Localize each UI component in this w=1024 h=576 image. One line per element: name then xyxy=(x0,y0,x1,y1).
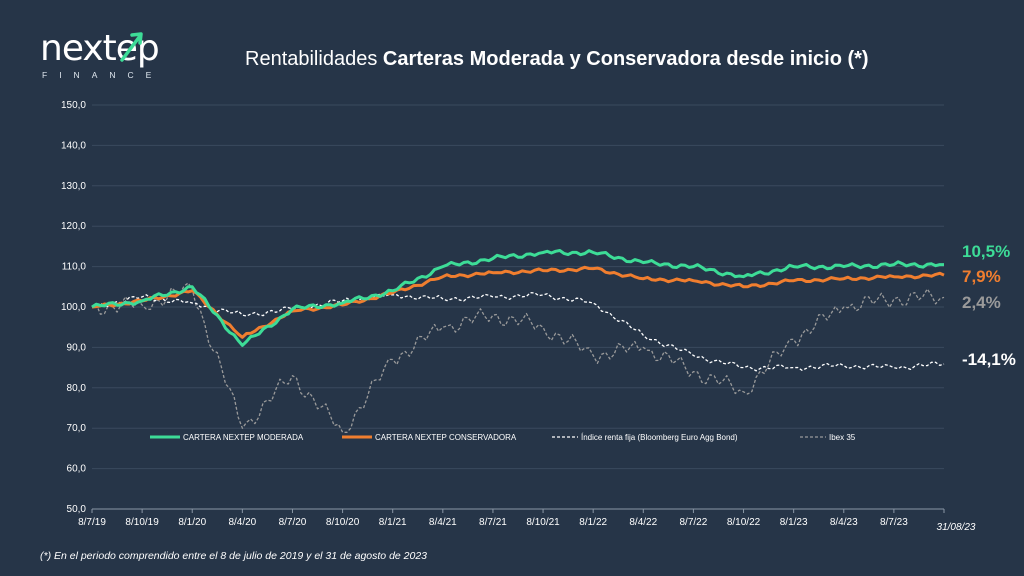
series-line-ibex xyxy=(91,282,945,434)
legend-conservadora-label: CARTERA NEXTEP CONSERVADORA xyxy=(375,433,517,442)
x-tick-label: 8/7/22 xyxy=(680,517,708,528)
x-tick-label: 8/7/20 xyxy=(279,517,307,528)
y-tick-label: 60,0 xyxy=(67,464,87,475)
chart-legend: CARTERA NEXTEP MODERADA CARTERA NEXTEP CO… xyxy=(150,433,856,442)
x-tick-label: 8/10/19 xyxy=(125,517,159,528)
y-tick-label: 80,0 xyxy=(67,383,87,394)
chart-grid: 50,0 60,0 70,0 80,0 90,0 100,0 110,0 120,0 130,0… xyxy=(61,100,944,515)
end-label-ibex: 2,4% xyxy=(962,293,1001,312)
y-tick-label: 140,0 xyxy=(61,140,86,151)
y-tick-label: 50,0 xyxy=(67,504,87,515)
legend-renta-fija-label: Índice renta fija (Bloomberg Euro Agg Bo… xyxy=(581,433,738,442)
footnote: (*) En el periodo comprendido entre el 8… xyxy=(40,550,428,562)
y-tick-label: 90,0 xyxy=(67,342,87,353)
y-tick-label: 70,0 xyxy=(67,423,87,434)
logo: nextep FINANCE xyxy=(40,30,180,86)
x-tick-label: 8/10/20 xyxy=(326,517,360,528)
x-tick-label: 8/1/20 xyxy=(178,517,206,528)
x-tick-label: 8/1/23 xyxy=(780,517,808,528)
legend-moderada-label: CARTERA NEXTEP MODERADA xyxy=(183,433,304,442)
y-tick-label: 100,0 xyxy=(61,302,86,313)
title-prefix: Rentabilidades xyxy=(245,48,383,70)
x-tick-label: 8/10/21 xyxy=(526,517,560,528)
end-label-conservadora: 7,9% xyxy=(962,267,1001,286)
series-line-renta-fija xyxy=(91,292,945,372)
chart-series xyxy=(91,249,945,434)
x-tick-label: 8/7/23 xyxy=(880,517,908,528)
x-tick-label: 8/4/20 xyxy=(228,517,256,528)
y-tick-label: 150,0 xyxy=(61,100,86,111)
x-tick-label: 8/1/21 xyxy=(379,517,407,528)
x-tick-label: 31/08/23 xyxy=(937,522,976,533)
y-tick-label: 120,0 xyxy=(61,221,86,232)
x-tick-label: 8/1/22 xyxy=(579,517,607,528)
y-tick-label: 130,0 xyxy=(61,181,86,192)
x-tick-label: 8/4/22 xyxy=(629,517,657,528)
series-line-moderada xyxy=(91,249,944,347)
x-tick-label: 8/7/21 xyxy=(479,517,507,528)
end-label-renta-fija: -14,1% xyxy=(962,350,1016,369)
y-tick-label: 110,0 xyxy=(62,262,87,273)
series-line-conservadora xyxy=(91,265,945,339)
legend-ibex-label: Ibex 35 xyxy=(829,433,856,442)
end-label-moderada: 10,5% xyxy=(962,242,1011,261)
logo-arrow-icon xyxy=(120,32,143,62)
x-tick-label: 8/10/22 xyxy=(727,517,761,528)
x-tick-label: 8/4/21 xyxy=(429,517,457,528)
x-tick-label: 8/7/19 xyxy=(78,517,106,528)
logo-subtitle: FINANCE xyxy=(42,70,164,80)
title-bold: Carteras Moderada y Conservadora desde i… xyxy=(382,48,869,70)
x-tick-label: 8/4/23 xyxy=(830,517,858,528)
page-title: Rentabilidades Carteras Moderada y Conse… xyxy=(245,46,869,72)
x-axis: 8/7/19 8/10/19 8/1/20 8/4/20 8/7/20 8/10/20 8/… xyxy=(78,508,976,533)
